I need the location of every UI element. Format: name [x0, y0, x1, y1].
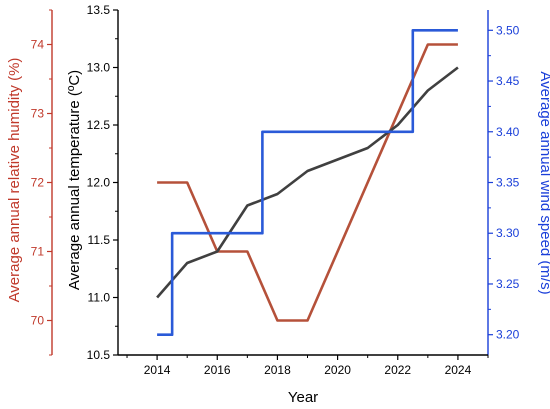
- temperature-tick-label: 13.5: [87, 3, 111, 17]
- wind-tick-label: 3.30: [496, 226, 520, 240]
- humidity-axis: 70 71 72 73 74: [31, 9, 53, 356]
- x-tick-label: 2014: [144, 363, 171, 377]
- series-group: [156, 28, 459, 337]
- wind-tick-label: 3.25: [496, 277, 520, 291]
- wind-tick-label: 3.50: [496, 23, 520, 37]
- wind-tick-label: 3.40: [496, 125, 520, 139]
- temperature-tick-label: 13.0: [87, 61, 111, 75]
- temperature-tick-label: 12.5: [87, 118, 111, 132]
- temperature-tick-label: 11.0: [88, 291, 111, 305]
- wind-tick-label: 3.45: [496, 74, 520, 88]
- humidity-tick-label: 73: [31, 107, 45, 121]
- x-axis-title: Year: [288, 389, 318, 406]
- wind-tick-label: 3.35: [496, 176, 520, 190]
- temperature-axis: 10.5 11.0 11.5 12.0 12.5 13.0 13.5: [87, 3, 119, 362]
- x-tick-label: 2020: [324, 363, 351, 377]
- temperature-series-line: [156, 66, 459, 299]
- humidity-tick-label: 70: [31, 314, 45, 328]
- wind-axis-title: Average annual wind speed (m/s): [537, 71, 550, 294]
- humidity-tick-label: 72: [31, 176, 45, 190]
- temperature-tick-label: 12.0: [87, 176, 111, 190]
- humidity-tick-label: 74: [31, 38, 45, 52]
- wind-tick-label: 3.20: [496, 328, 520, 342]
- x-tick-label: 2024: [445, 363, 472, 377]
- x-tick-label: 2022: [384, 363, 411, 377]
- humidity-tick-label: 71: [31, 245, 45, 259]
- humidity-series-line: [157, 43, 458, 322]
- temperature-tick-label: 10.5: [87, 348, 111, 362]
- temperature-axis-title: Average annual temperature (ºC): [66, 70, 83, 290]
- wind-series-line: [157, 28, 458, 337]
- humidity-axis-title: Average annual relative humidity (%): [6, 58, 23, 303]
- x-axis: 2014 2016 2018 2020 2022 2024: [118, 354, 489, 377]
- temperature-tick-label: 11.5: [88, 233, 111, 247]
- x-tick-label: 2018: [264, 363, 291, 377]
- x-tick-label: 2016: [204, 363, 231, 377]
- wind-axis: 3.20 3.25 3.30 3.35 3.40 3.45 3.50: [487, 10, 520, 355]
